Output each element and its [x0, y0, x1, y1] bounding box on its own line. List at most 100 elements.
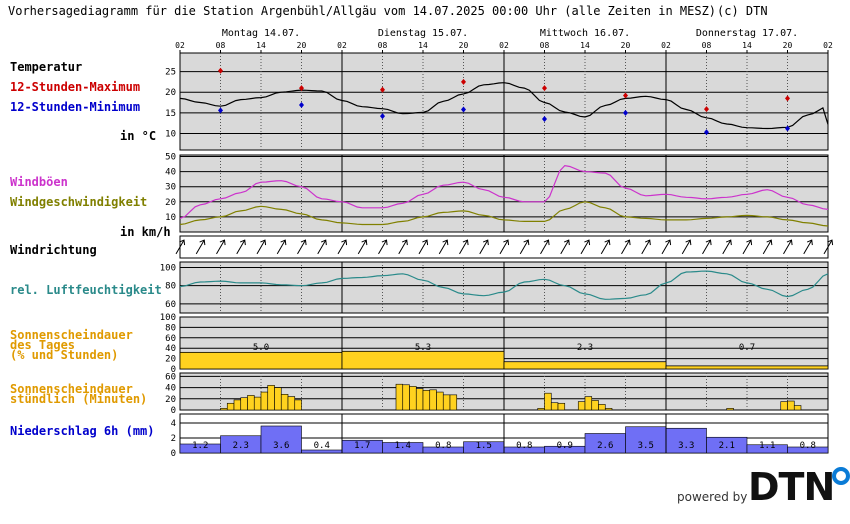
day-label-3: Donnerstag 17.07.: [696, 28, 798, 39]
precip-label-15: 0.8: [800, 441, 816, 451]
precip-label-11: 3.5: [638, 441, 654, 451]
wind-ytick-2: 30: [165, 183, 176, 193]
sun-hour-bar-31: [780, 401, 788, 411]
precip-label-12: 3.3: [678, 441, 694, 451]
sun-hour-bar-17: [429, 389, 437, 411]
sun-day-ytick-5: 100: [160, 313, 176, 323]
hour-tick-3: 20: [297, 41, 307, 50]
wind-speed-line: [179, 201, 829, 227]
precip-label-2: 3.6: [273, 441, 289, 451]
humidity-line: [179, 270, 829, 300]
max-point-0: [218, 67, 223, 74]
precip-bar-2: [260, 425, 302, 454]
sun-hour-bar-14: [409, 386, 417, 411]
hour-tick-8: 02: [499, 41, 509, 50]
wind-ytick-3: 40: [165, 168, 176, 178]
max-point-4: [542, 85, 547, 92]
wind-arrow-5: [276, 239, 287, 255]
dtn-logo-dot: [832, 467, 850, 485]
day-label-1: Dienstag 15.07.: [378, 28, 468, 39]
hour-tick-7: 20: [459, 41, 469, 50]
precip-label-14: 1.1: [759, 441, 775, 451]
sun-day-label-0: 5.0: [253, 343, 269, 353]
powered-by: powered by: [677, 490, 748, 504]
sun-hour-bar-28: [598, 404, 606, 411]
precip-label-4: 1.7: [354, 441, 370, 451]
sun-hour-bar-33: [793, 405, 802, 411]
wind-arrow-26: [702, 239, 712, 255]
sun-hour-bar-29: [604, 408, 613, 411]
sun-day-ytick-0: 0: [171, 365, 176, 375]
sun-day-ytick-3: 60: [165, 334, 176, 344]
sun-day-bar-2: [503, 361, 667, 370]
wind-arrow-3: [236, 239, 246, 255]
dtn-logo: DTN: [748, 465, 835, 509]
wind-arrow-21: [600, 239, 611, 255]
wind-arrow-23: [641, 239, 651, 255]
label-sun-day-2: des Tages: [10, 338, 76, 352]
sun-hour-bar-11: [294, 399, 302, 411]
max-point-2: [380, 86, 385, 93]
sun-day-label-2: 2.3: [577, 343, 593, 353]
wind-arrow-29: [762, 239, 773, 255]
wind-arrow-7: [317, 239, 327, 255]
humidity-ytick-0: 60: [165, 300, 176, 310]
precip-label-8: 0.8: [516, 441, 532, 451]
label-sun-day-1: Sonnenscheindauer: [10, 328, 133, 342]
hour-tick-2: 14: [256, 41, 266, 50]
min-point-0: [218, 107, 223, 114]
min-point-3: [461, 106, 466, 113]
sun-hour-bar-16: [422, 390, 431, 411]
hour-tick-1: 08: [216, 41, 226, 50]
hour-tick-13: 08: [702, 41, 712, 50]
precip-label-3: 0.4: [314, 441, 330, 451]
hour-tick-11: 20: [621, 41, 631, 50]
hour-tick-16: 02: [823, 41, 833, 50]
precip-bar-11: [625, 426, 667, 454]
hour-tick-15: 20: [783, 41, 793, 50]
precip-label-13: 2.1: [719, 441, 735, 451]
min-point-5: [623, 109, 628, 116]
wind-arrow-9: [357, 239, 368, 255]
label-temperature: Temperatur: [10, 60, 83, 74]
wind-arrow-18: [540, 239, 550, 255]
label-wind-speed: Windgeschwindigkeit: [10, 195, 148, 209]
humidity-ytick-2: 100: [160, 263, 176, 273]
label-temp-unit: in °C: [120, 129, 157, 143]
max-point-3: [461, 78, 466, 85]
label-gust: Windböen: [10, 175, 68, 189]
precip-label-0: 1.2: [192, 441, 208, 451]
wind-arrow-8: [337, 239, 348, 255]
sun-hour-bar-3: [240, 397, 248, 411]
sun-day-ytick-1: 20: [165, 355, 176, 365]
sun-hour-bar-27: [591, 400, 599, 411]
precip-bar-12: [665, 427, 707, 454]
sun-hour-bar-25: [577, 401, 586, 411]
wind-ytick-4: 50: [165, 153, 176, 163]
max-point-6: [704, 106, 709, 113]
sun-day-bar-0: [179, 351, 343, 370]
wind-arrow-12: [418, 239, 429, 255]
sun-hour-bar-10: [287, 396, 296, 411]
sun-hour-bar-32: [787, 400, 795, 411]
sun-hour-bar-5: [253, 396, 262, 411]
precip-label-10: 2.6: [597, 441, 613, 451]
min-point-6: [704, 129, 709, 136]
sun-hour-bar-15: [415, 388, 424, 411]
sun-hour-bar-2: [233, 399, 242, 411]
precip-label-7: 1.5: [476, 441, 492, 451]
day-label-2: Mittwoch 16.07.: [540, 28, 630, 39]
precip-ytick-2: 4: [171, 419, 176, 429]
wind-arrow-0: [175, 239, 186, 255]
sun-day-bar-3: [665, 365, 829, 370]
temperature-ytick-3: 25: [165, 68, 176, 78]
wind-arrow-16: [499, 239, 510, 255]
temperature-ytick-2: 20: [165, 88, 176, 98]
wind-arrow-24: [661, 239, 672, 255]
precip-label-1: 2.3: [233, 441, 249, 451]
sun-day-label-3: 0.7: [739, 343, 755, 353]
sun-hour-bar-22: [544, 392, 552, 411]
wind-arrow-19: [560, 239, 570, 255]
precip-label-6: 0.8: [435, 441, 451, 451]
